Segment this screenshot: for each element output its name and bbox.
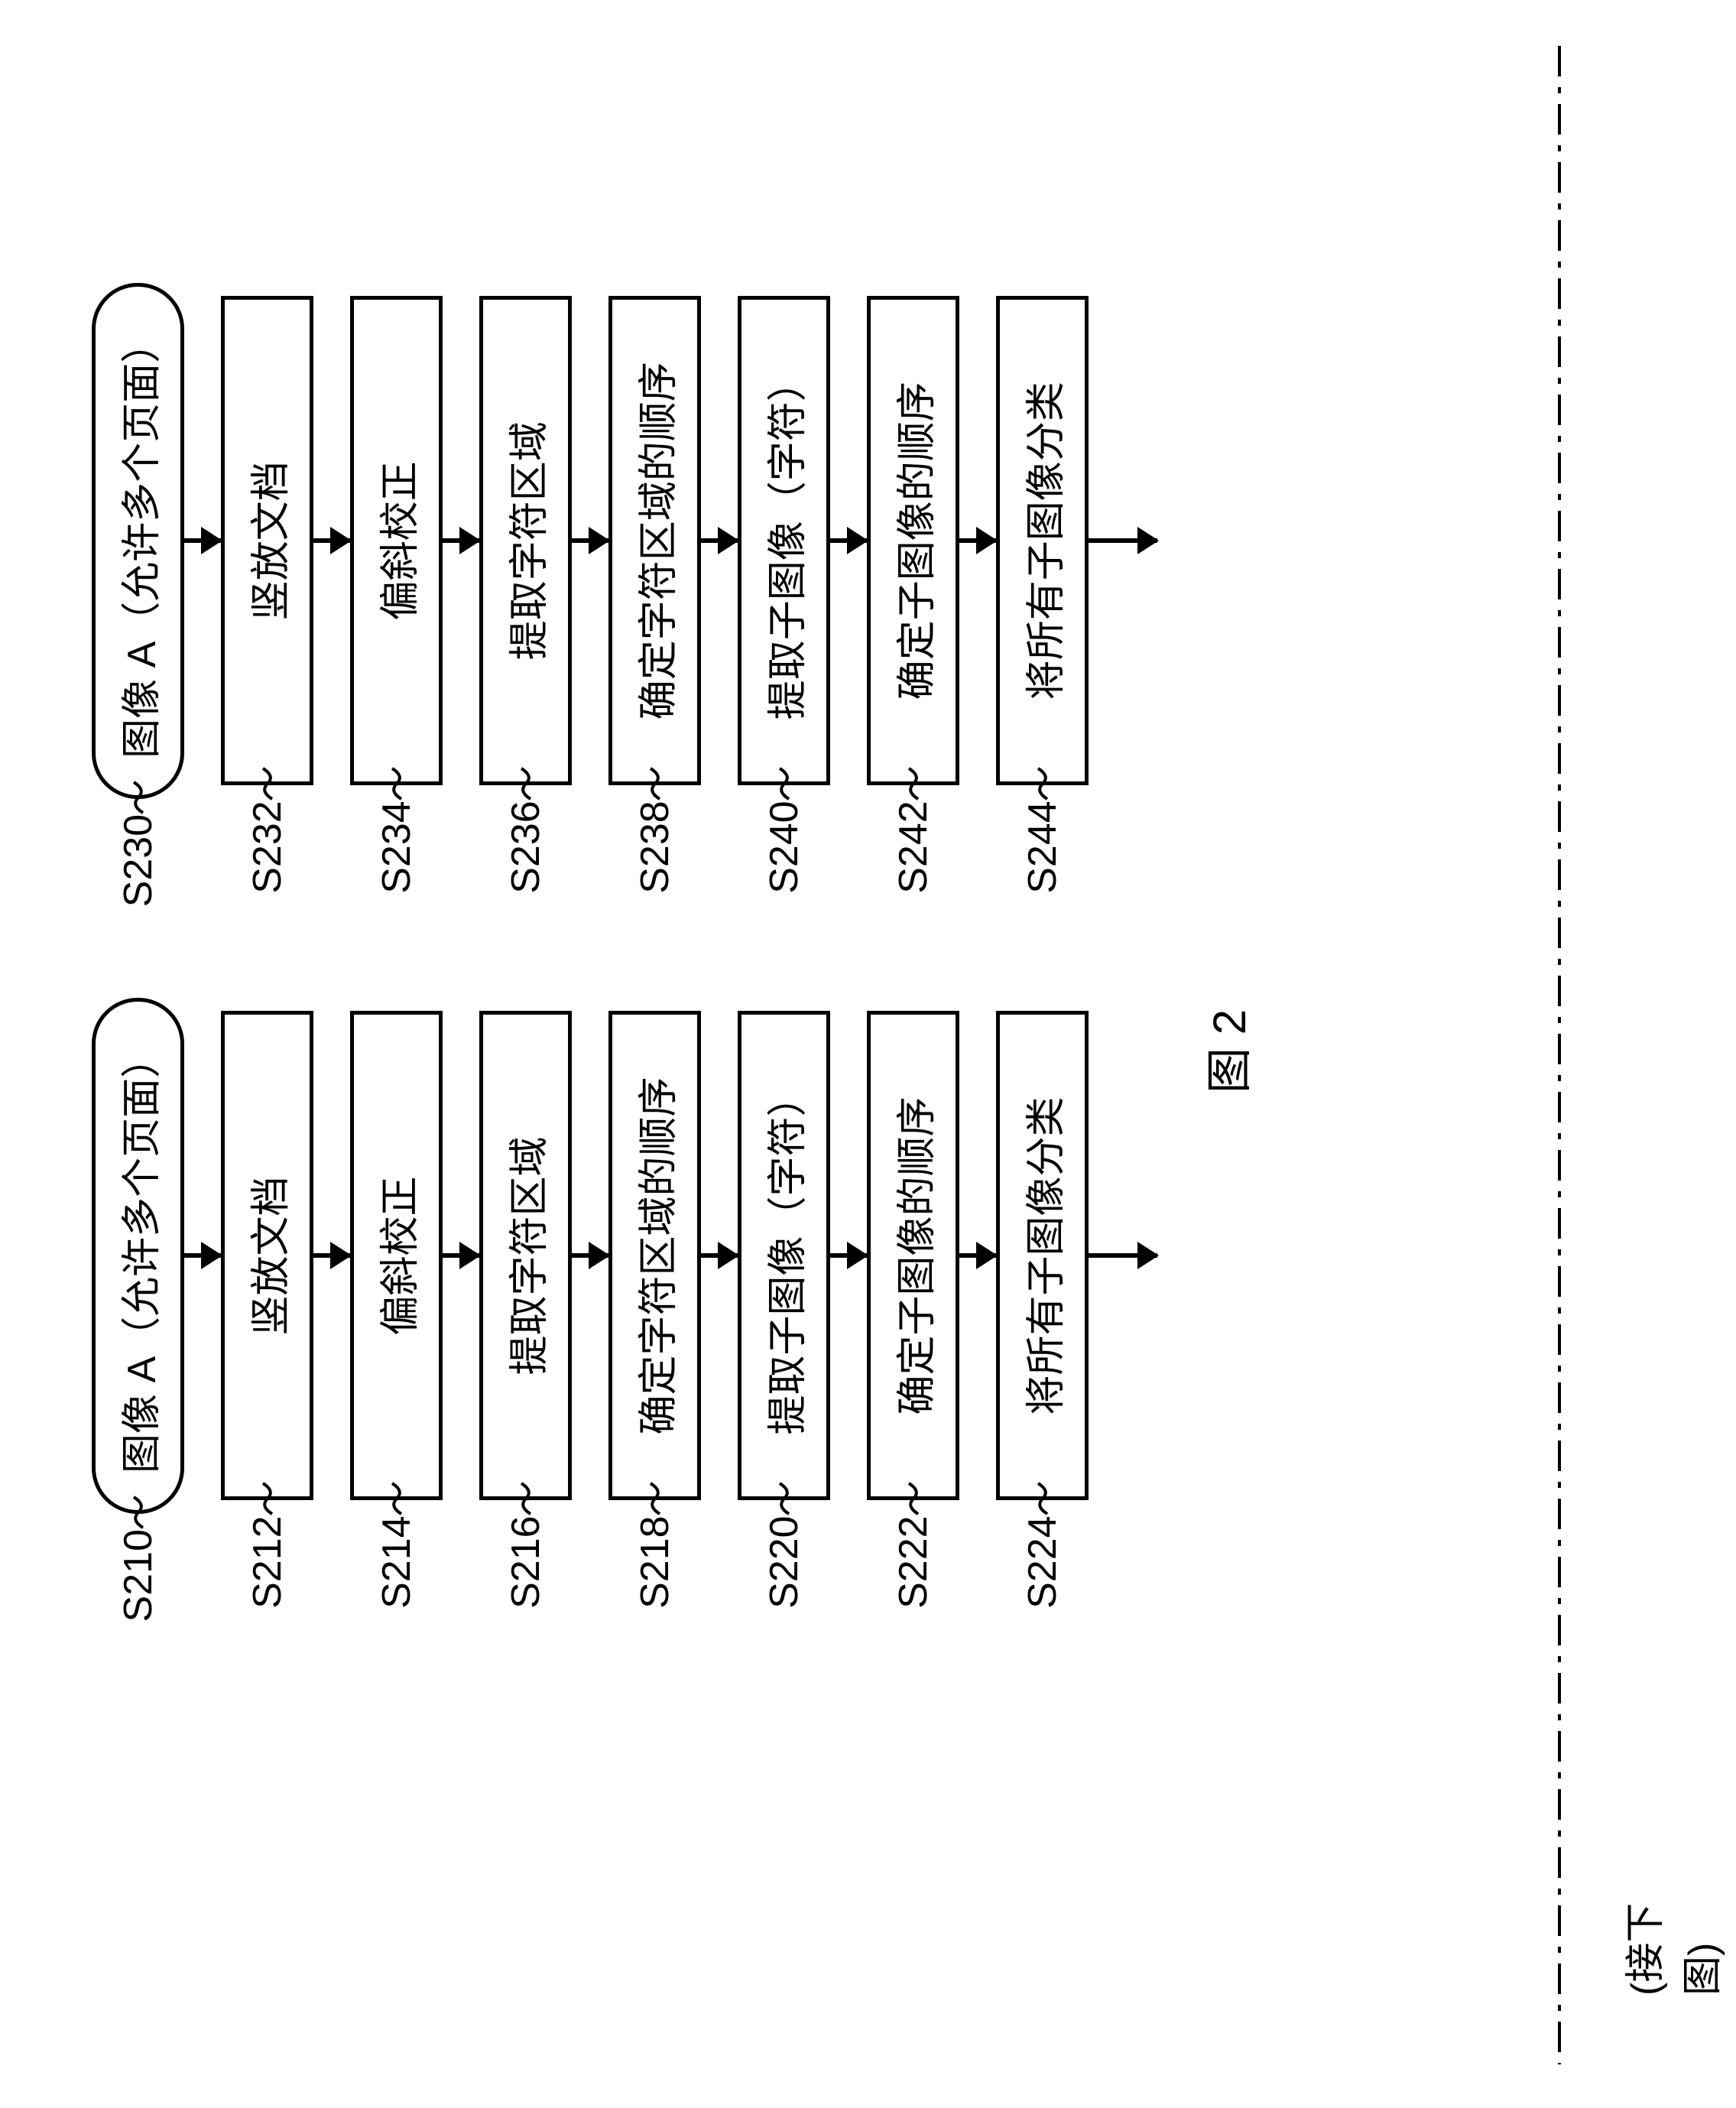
page-cut-line <box>0 0 1736 2108</box>
continued-label: (接下图) <box>1613 1873 1728 1996</box>
figure-caption: 图 2 <box>1192 1009 1259 1093</box>
page: S210 图像 A（允许多个页面） S212 竖放文档 S214 偏斜校正 <box>0 0 1736 2108</box>
